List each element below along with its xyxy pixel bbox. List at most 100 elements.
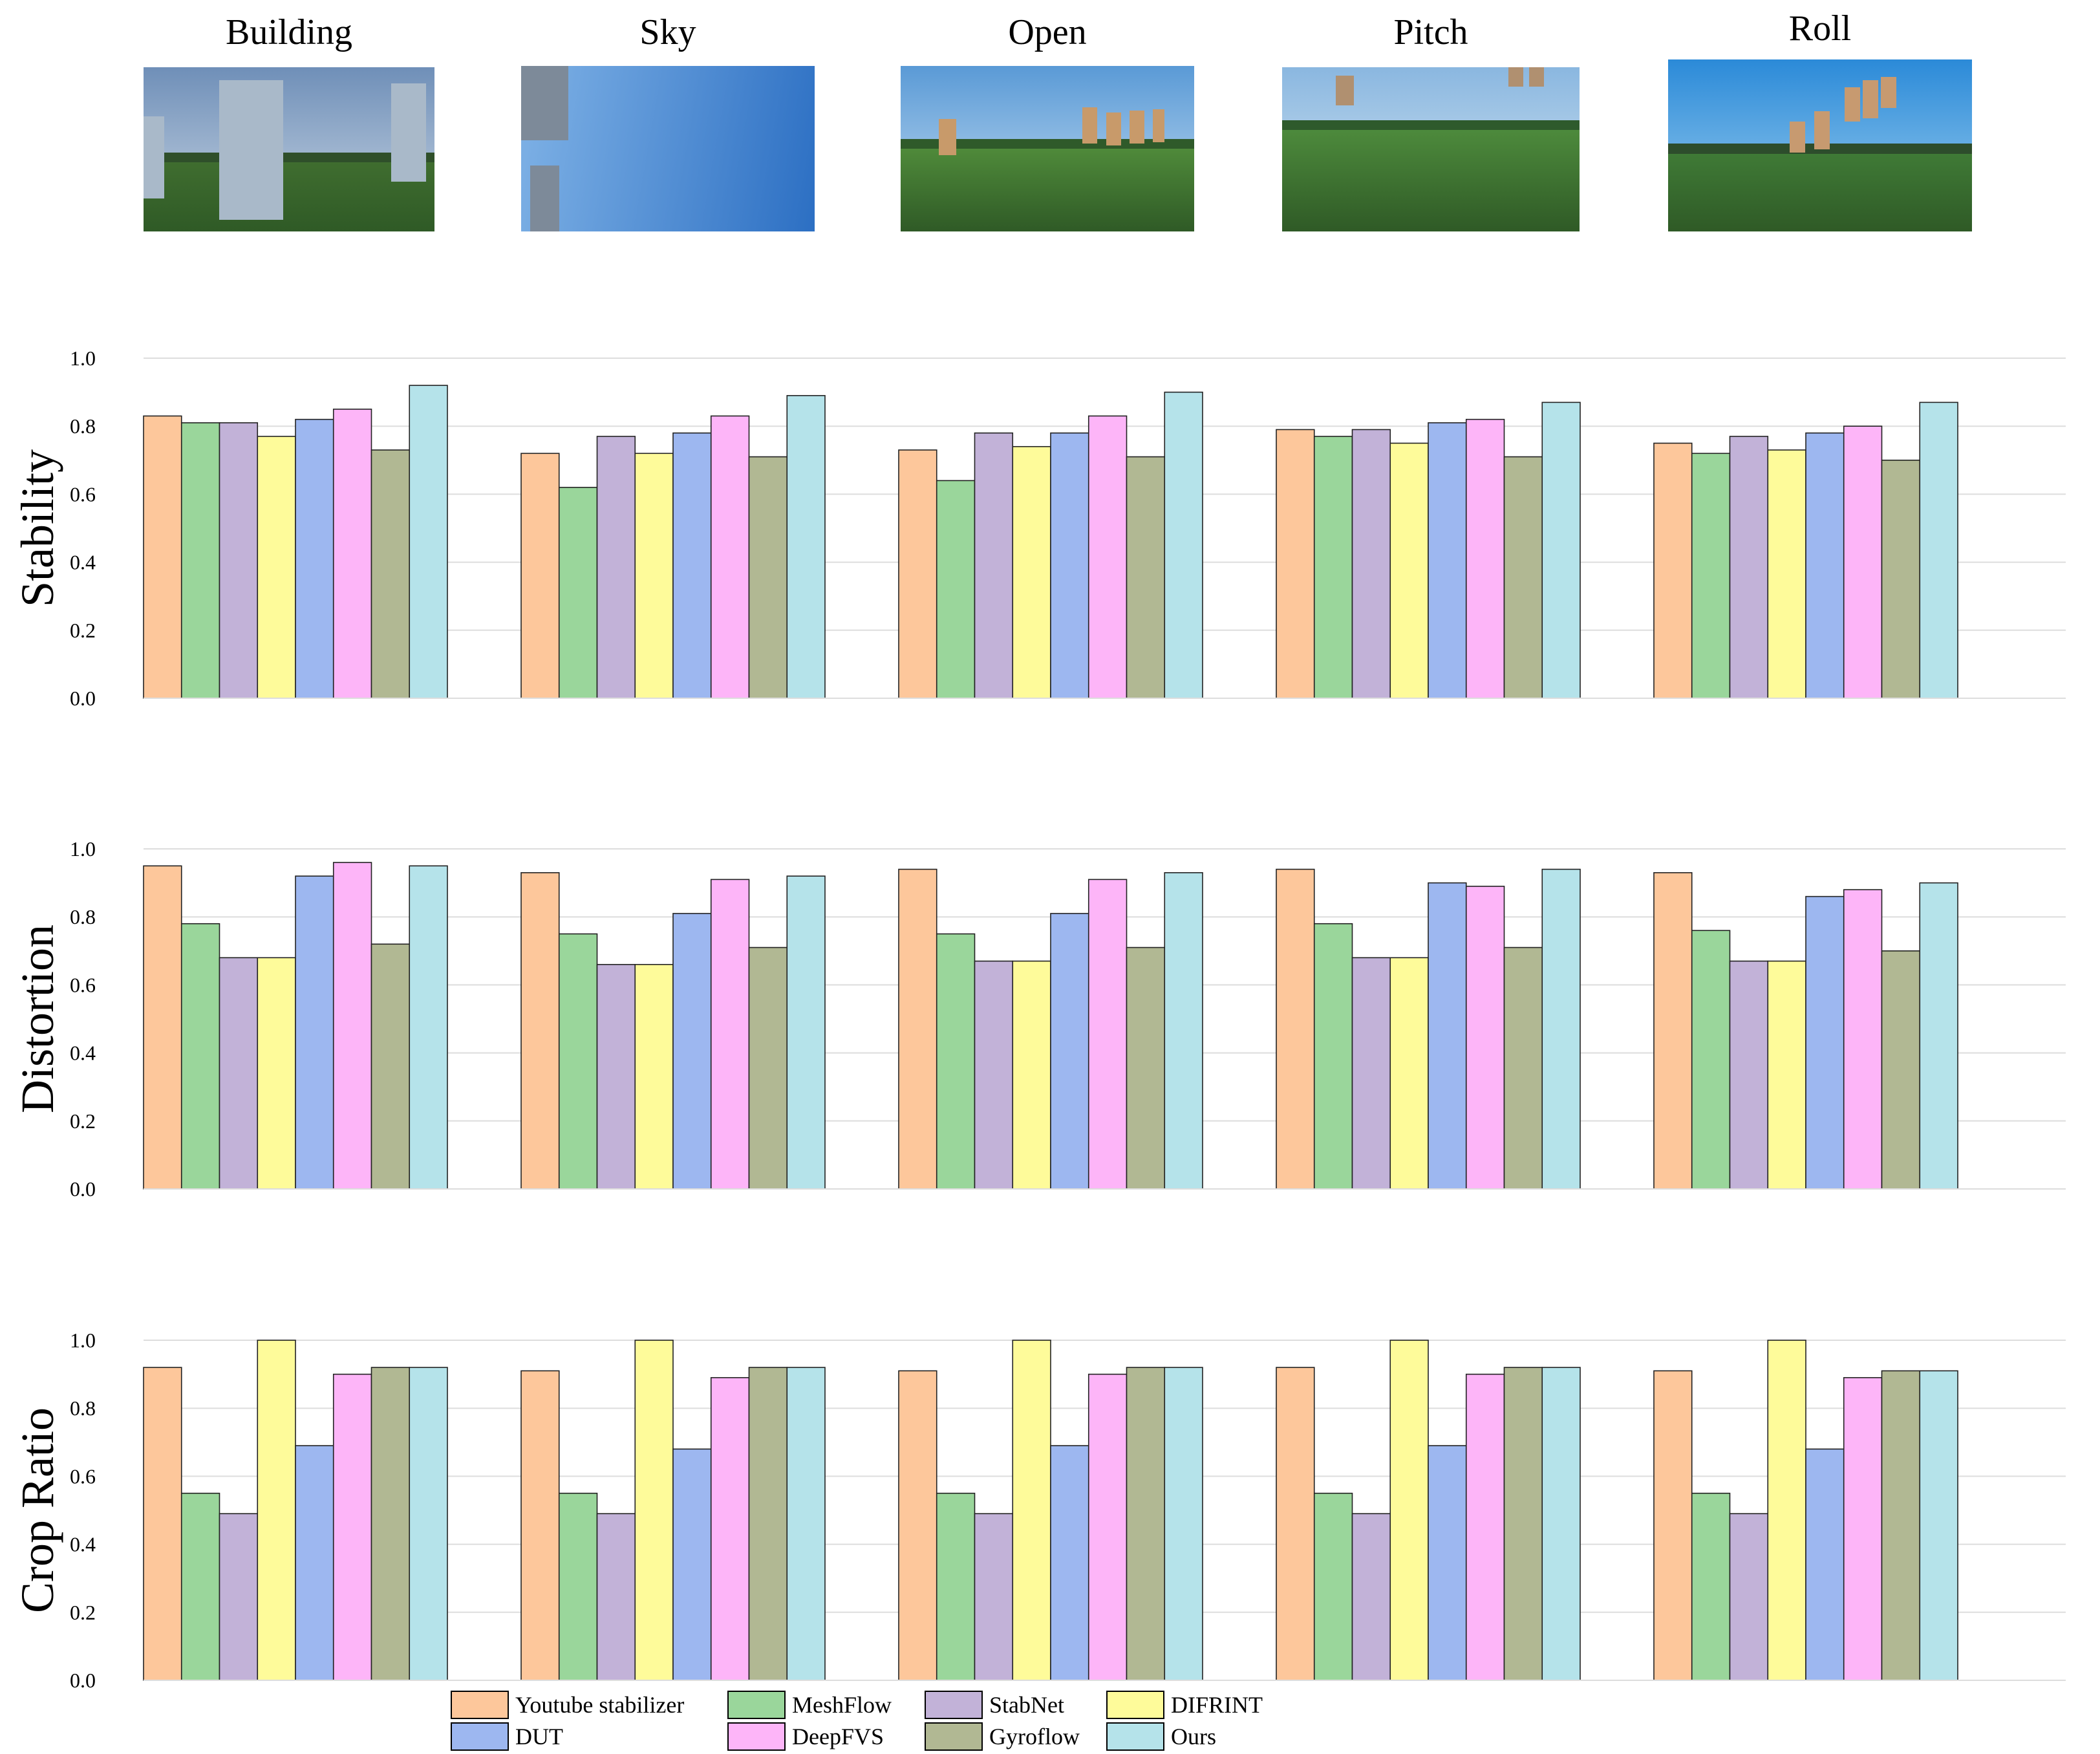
thumbnail-building (1508, 67, 1523, 87)
scene-thumbnail (144, 67, 434, 231)
y-tick-label: 0.8 (70, 414, 96, 438)
bar (295, 418, 334, 699)
thumbnail-ground (1668, 154, 1972, 231)
thumbnail-building (219, 80, 283, 220)
chart-panel: 0.0 0.2 0.4 0.6 0.8 1.0 Crop Ratio (12, 1329, 2066, 1692)
bar (786, 1367, 826, 1681)
bar (936, 933, 976, 1190)
bar (596, 964, 636, 1190)
thumbnail-building (1814, 111, 1830, 149)
bar (786, 875, 826, 1190)
bar (1503, 1367, 1543, 1681)
y-tick-label: 0.6 (70, 482, 96, 506)
thumbnail-sky (521, 66, 815, 231)
bar (1729, 1513, 1769, 1681)
bar (936, 480, 976, 699)
bar (295, 1445, 334, 1681)
bar (1919, 401, 1958, 699)
y-tick-label: 0.4 (70, 1533, 96, 1556)
bar (558, 487, 598, 699)
bar (143, 1367, 182, 1681)
bar (1428, 422, 1467, 699)
bar (1389, 957, 1429, 1190)
bar (1012, 1340, 1051, 1681)
bar (748, 947, 788, 1190)
bar (710, 415, 750, 699)
bar (748, 1367, 788, 1681)
bar (634, 453, 674, 699)
legend-label: MeshFlow (792, 1692, 892, 1718)
legend-label: Gyroflow (989, 1724, 1080, 1749)
y-tick-label: 0.4 (70, 551, 96, 574)
legend-label: DIFRINT (1171, 1692, 1263, 1718)
legend-swatch (451, 1722, 509, 1751)
bar (672, 1448, 712, 1681)
bar (1541, 868, 1581, 1190)
scene-thumbnail (901, 66, 1194, 231)
thumbnail-building (1336, 76, 1354, 105)
bar (596, 436, 636, 699)
thumbnail-building (1863, 80, 1878, 118)
bar (672, 432, 712, 699)
bar (1503, 947, 1543, 1190)
bar (1428, 882, 1467, 1190)
thumbnail-building (391, 83, 426, 182)
bar (1389, 1340, 1429, 1681)
bar (786, 395, 826, 699)
bar (143, 865, 182, 1190)
y-tick-label: 0.0 (70, 687, 96, 710)
bar (672, 913, 712, 1190)
bar (1465, 1373, 1505, 1681)
bar (1503, 456, 1543, 699)
scene-title: Roll (1788, 8, 1852, 48)
bar (1351, 429, 1391, 699)
bar (1276, 429, 1315, 699)
bar (1088, 415, 1128, 699)
bar (1805, 895, 1845, 1190)
chart-panel: 0.0 0.2 0.4 0.6 0.8 1.0 Stability (12, 347, 2066, 710)
legend-swatch (451, 1691, 509, 1719)
bar (1276, 868, 1315, 1190)
bar (257, 957, 296, 1190)
bar (974, 1513, 1014, 1681)
y-tick-label: 1.0 (70, 837, 96, 861)
bar (1541, 401, 1581, 699)
bar (1126, 456, 1166, 699)
bar (1465, 418, 1505, 699)
bar (596, 1513, 636, 1681)
thumbnail-building (1845, 87, 1860, 122)
bar (370, 449, 411, 699)
scene-thumbnail (1668, 59, 1972, 231)
legend-label: Ours (1171, 1724, 1216, 1749)
bar (1389, 442, 1429, 699)
thumbnail-building (530, 166, 559, 231)
bar (1126, 1367, 1166, 1681)
bar (1313, 436, 1353, 699)
bar (1843, 425, 1883, 699)
bar (1729, 960, 1769, 1190)
y-tick-label: 0.6 (70, 973, 96, 996)
legend-swatch (1106, 1722, 1164, 1751)
bar (1541, 1367, 1581, 1681)
thumbnail-building (1153, 109, 1164, 142)
bar (558, 933, 598, 1190)
y-tick-label: 1.0 (70, 1329, 96, 1352)
legend-swatch (727, 1722, 786, 1751)
bar (332, 1373, 372, 1681)
y-tick-label: 0.2 (70, 1109, 96, 1133)
bar (1843, 1377, 1883, 1681)
chart-panel: 0.0 0.2 0.4 0.6 0.8 1.0 Distortion (12, 837, 2066, 1201)
y-tick-label: 0.0 (70, 1177, 96, 1201)
thumbnail-building (144, 116, 164, 198)
bar (898, 1370, 938, 1681)
legend-label: DeepFVS (792, 1724, 884, 1749)
bar (1164, 391, 1203, 699)
bar (180, 422, 220, 699)
thumbnail-building (1082, 107, 1097, 144)
bar (1881, 1370, 1921, 1681)
legend-label: StabNet (989, 1692, 1064, 1718)
y-tick-label: 0.0 (70, 1669, 96, 1692)
bar (332, 862, 372, 1190)
bar (409, 1367, 448, 1681)
